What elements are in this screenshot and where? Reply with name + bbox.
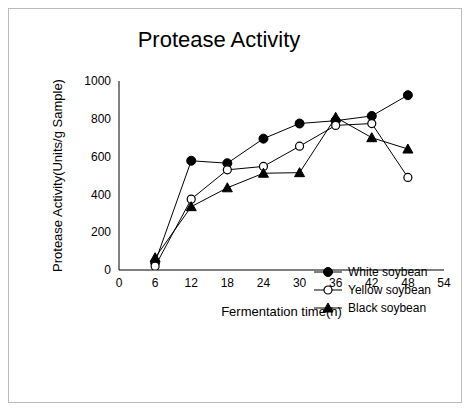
svg-text:400: 400 [91, 188, 111, 202]
svg-text:200: 200 [91, 225, 111, 239]
svg-text:6: 6 [152, 276, 159, 290]
svg-text:30: 30 [293, 276, 307, 290]
svg-text:42: 42 [365, 276, 379, 290]
svg-text:800: 800 [91, 112, 111, 126]
svg-text:24: 24 [257, 276, 271, 290]
svg-text:36: 36 [329, 276, 343, 290]
svg-text:1000: 1000 [84, 74, 111, 88]
svg-text:54: 54 [437, 276, 451, 290]
svg-text:600: 600 [91, 150, 111, 164]
svg-text:18: 18 [221, 276, 235, 290]
svg-text:Fermentation time(h): Fermentation time(h) [221, 304, 342, 319]
svg-text:Protease Activity(Units/g Samp: Protease Activity(Units/g Sample) [50, 79, 65, 272]
svg-text:0: 0 [116, 276, 123, 290]
svg-text:12: 12 [185, 276, 199, 290]
svg-text:0: 0 [104, 263, 111, 277]
svg-text:48: 48 [401, 276, 415, 290]
